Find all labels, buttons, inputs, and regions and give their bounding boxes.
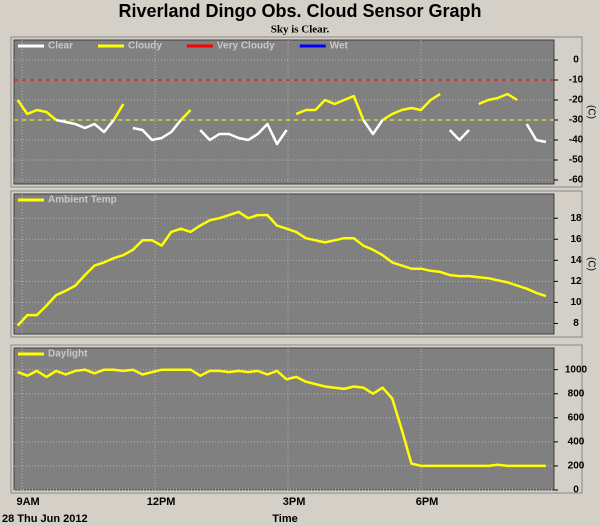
legend-label: Cloudy xyxy=(128,41,162,52)
legend-label: Daylight xyxy=(48,349,88,360)
y-tick-label: 16 xyxy=(570,234,582,245)
panel-frame xyxy=(10,190,583,338)
y-tick-label: 600 xyxy=(568,412,585,423)
plot-area xyxy=(13,39,555,185)
y-tick-label: 400 xyxy=(568,437,585,448)
data-line xyxy=(17,368,546,468)
data-line xyxy=(16,210,547,327)
y-tick-label: 18 xyxy=(570,213,582,224)
y-tick-label: 12 xyxy=(570,276,582,287)
y-tick-label: 200 xyxy=(568,461,585,472)
legend-label: Clear xyxy=(48,41,73,52)
y-tick-label: -10 xyxy=(569,75,584,86)
legend-label: Ambient Temp xyxy=(48,195,117,206)
y-axis-label: (C) xyxy=(585,105,596,119)
legend-label: Wet xyxy=(330,41,349,52)
y-tick-label: 1000 xyxy=(565,364,588,375)
x-tick-label: 12PM xyxy=(147,496,176,508)
data-line xyxy=(16,92,518,122)
x-axis-label: Time xyxy=(272,513,297,525)
plot-area xyxy=(13,193,555,335)
y-tick-label: 0 xyxy=(573,485,579,496)
y-tick-label: -50 xyxy=(569,155,584,166)
date-label: 28 Thu Jun 2012 xyxy=(2,513,88,525)
y-tick-label: 10 xyxy=(570,297,582,308)
x-tick-label: 3PM xyxy=(283,496,306,508)
panel-frame xyxy=(10,344,583,494)
y-tick-label: 8 xyxy=(573,318,579,329)
data-line xyxy=(55,118,547,146)
y-tick-label: -40 xyxy=(569,135,584,146)
y-tick-label: 0 xyxy=(573,55,579,66)
y-tick-label: -60 xyxy=(569,175,584,186)
y-tick-label: 14 xyxy=(570,255,582,266)
y-tick-label: 800 xyxy=(568,388,585,399)
x-tick-label: 6PM xyxy=(416,496,439,508)
legend-label: Very Cloudy xyxy=(217,41,275,52)
chart-subtitle: Sky is Clear. xyxy=(271,24,330,36)
y-tick-label: -20 xyxy=(569,95,584,106)
panel-frame xyxy=(10,36,583,188)
y-axis-label: (C) xyxy=(585,257,596,271)
y-tick-label: -30 xyxy=(569,115,584,126)
chart-title: Riverland Dingo Obs. Cloud Sensor Graph xyxy=(118,1,481,21)
x-tick-label: 9AM xyxy=(17,496,40,508)
